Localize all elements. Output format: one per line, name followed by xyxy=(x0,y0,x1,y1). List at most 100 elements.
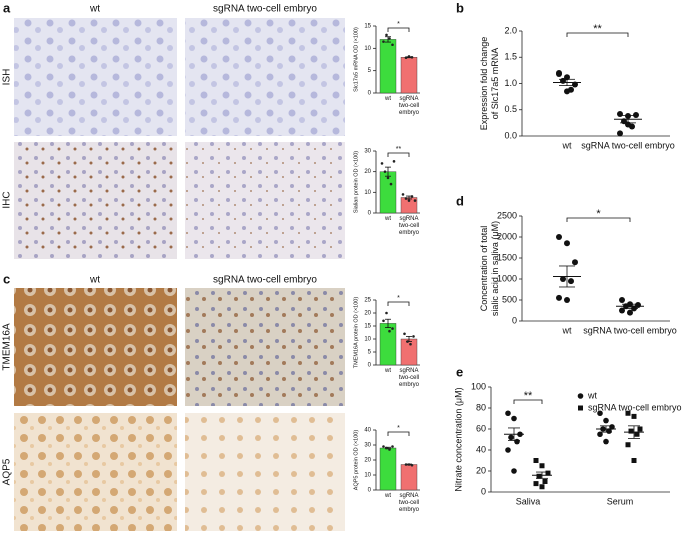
data-point xyxy=(410,55,414,59)
significance-label: ** xyxy=(524,390,533,402)
y-tick-label: 40 xyxy=(476,444,486,454)
y-tick-label: 100 xyxy=(471,381,486,391)
data-point xyxy=(533,481,539,487)
significance-label: * xyxy=(397,295,400,302)
x-tick-label: sgRNA two-cell embryo xyxy=(581,140,675,150)
y-tick-label: 0 xyxy=(481,486,486,496)
micrograph xyxy=(14,413,177,531)
row-label: AQP5 xyxy=(2,458,13,485)
y-tick-label: 500 xyxy=(502,294,517,304)
data-point xyxy=(505,447,511,453)
data-point xyxy=(617,110,623,117)
micrograph xyxy=(185,18,345,136)
y-tick-label: 60 xyxy=(476,423,486,433)
y-tick-label: 10 xyxy=(364,46,371,52)
data-point xyxy=(572,81,578,88)
significance-bracket xyxy=(387,152,410,157)
significance-label: * xyxy=(596,208,601,220)
data-point xyxy=(388,37,391,40)
data-point xyxy=(560,276,566,282)
data-point xyxy=(385,446,388,450)
row-label: ISH xyxy=(2,69,13,86)
row-label: TMEM16A xyxy=(2,323,13,371)
y-axis-label: Slc17a5 mRNA OD (×100) xyxy=(353,27,359,92)
data-point xyxy=(388,448,391,451)
data-point xyxy=(633,112,639,118)
y-tick-label: 30 xyxy=(364,149,371,155)
data-point xyxy=(386,176,390,180)
data-point xyxy=(389,182,393,186)
y-tick-label: 0 xyxy=(368,488,372,494)
data-point xyxy=(631,413,637,419)
data-point xyxy=(401,193,405,196)
y-tick-label: 25 xyxy=(364,298,371,304)
y-tick-label: 0 xyxy=(512,315,517,325)
x-tick-label: wt xyxy=(385,493,391,499)
x-tick-label: wt xyxy=(562,325,572,335)
panel-letter: a xyxy=(3,0,11,15)
panel-letter: b xyxy=(456,0,464,15)
y-tick-label: 30 xyxy=(364,443,371,449)
data-point xyxy=(628,428,634,434)
bar xyxy=(379,39,397,94)
data-point xyxy=(560,77,566,84)
y-tick-label: 10 xyxy=(364,190,371,196)
data-point xyxy=(631,458,637,463)
x-tick-label: sgRNA two-cell embryo xyxy=(398,493,420,513)
data-point xyxy=(407,55,411,58)
y-axis-label: Expression fold change xyxy=(479,37,489,131)
panel-letter: c xyxy=(3,271,10,286)
y-tick-label: 0 xyxy=(368,363,372,369)
y-tick-label: 2000 xyxy=(497,231,517,241)
legend-label: sgRNA two-cell embryo xyxy=(588,402,682,412)
data-point xyxy=(568,278,574,285)
y-tick-label: 20 xyxy=(364,169,371,175)
row-label: IHC xyxy=(2,191,13,208)
x-tick-label: wt xyxy=(562,140,572,150)
legend-marker xyxy=(578,405,583,411)
y-axis-label: Sialian protein OD (×100) xyxy=(353,151,359,213)
y-axis-label: Nitrate concentration (μM) xyxy=(453,387,463,491)
x-tick-label: sgRNA two-cell embryo xyxy=(398,368,420,388)
micrograph xyxy=(185,413,345,531)
data-point xyxy=(572,259,578,266)
significance-bracket xyxy=(566,217,631,222)
column-label: wt xyxy=(89,275,100,286)
x-tick-label: Serum xyxy=(607,496,634,506)
significance-label: ** xyxy=(396,146,402,153)
legend-label: wt xyxy=(587,390,597,400)
y-axis-label: of Slc17a5 mRNA xyxy=(490,48,500,120)
data-point xyxy=(410,463,414,467)
data-point xyxy=(404,197,408,200)
data-point xyxy=(556,234,562,240)
column-label: sgRNA two-cell embryo xyxy=(213,4,317,15)
bar xyxy=(379,323,397,366)
y-tick-label: 10 xyxy=(364,473,371,479)
y-tick-label: 5 xyxy=(368,68,372,74)
micrograph xyxy=(14,18,177,136)
y-tick-label: 5 xyxy=(368,350,372,356)
data-point xyxy=(391,43,394,47)
data-point xyxy=(511,468,517,474)
y-tick-label: 20 xyxy=(364,458,371,464)
data-point xyxy=(382,40,385,43)
y-axis-label: TMEM16A protein OD (×100) xyxy=(353,297,359,369)
y-tick-label: 1.0 xyxy=(504,78,517,88)
y-tick-label: 15 xyxy=(364,24,371,30)
y-tick-label: 0.0 xyxy=(504,130,517,140)
data-point xyxy=(508,434,514,441)
x-tick-label: wt xyxy=(385,96,391,102)
y-tick-label: 10 xyxy=(364,337,371,343)
significance-label: * xyxy=(397,425,400,432)
data-point xyxy=(380,162,384,165)
data-point xyxy=(404,56,408,60)
data-point xyxy=(383,170,387,173)
micrograph xyxy=(185,142,345,259)
data-point xyxy=(564,297,570,303)
significance-bracket xyxy=(566,32,629,37)
y-tick-label: 1500 xyxy=(497,252,517,262)
y-tick-label: 40 xyxy=(364,428,371,434)
data-point xyxy=(409,342,412,346)
data-point xyxy=(392,160,396,163)
